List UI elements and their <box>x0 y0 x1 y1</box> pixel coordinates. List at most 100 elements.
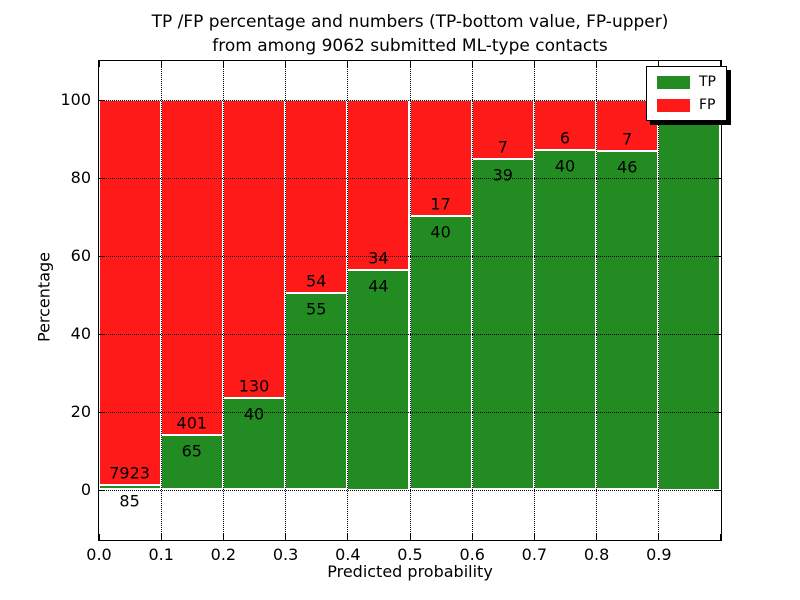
v-gridline <box>347 60 349 540</box>
bar-segment-tp <box>596 151 659 490</box>
y-tick-mark <box>714 255 721 257</box>
bar-segment-tp <box>285 292 348 490</box>
bar-segment-tp <box>471 158 534 490</box>
bar-segment-fp <box>98 99 161 486</box>
x-tick-mark <box>222 533 225 540</box>
fp-legend-swatch <box>657 98 690 112</box>
v-gridline <box>222 60 224 540</box>
y-tick-mark <box>98 333 105 335</box>
bar-segment-tp <box>160 435 223 490</box>
plot-area: 792385401651304054553444174073964074629 <box>97 59 722 541</box>
y-tick-mark <box>98 255 105 257</box>
y-tick-label: 0 <box>80 480 91 500</box>
legend-item-tp: TP <box>657 74 716 90</box>
chart-title-line1: TP /FP percentage and numbers (TP-bottom… <box>151 12 669 32</box>
v-gridline <box>160 60 162 540</box>
x-tick-mark <box>719 533 721 540</box>
fp-count-label: 7923 <box>109 463 150 483</box>
x-tick-label: 0.5 <box>397 545 423 564</box>
y-tick-mark <box>98 177 105 179</box>
x-tick-mark <box>222 60 225 67</box>
x-tick-label: 0.4 <box>335 545 361 564</box>
v-gridline <box>533 60 535 540</box>
bar-segment-fp <box>160 99 223 436</box>
x-tick-mark <box>533 533 536 540</box>
tp-count-label: 65 <box>181 441 202 461</box>
y-tick-mark <box>98 489 105 491</box>
x-tick-mark <box>596 533 598 540</box>
v-gridline <box>596 60 598 540</box>
v-gridline <box>409 60 411 540</box>
fp-count-label: 130 <box>238 376 270 396</box>
y-tick-mark <box>714 489 721 491</box>
x-tick-mark <box>98 60 100 67</box>
x-tick-label: 0.6 <box>459 545 485 564</box>
x-tick-mark <box>658 533 660 540</box>
chart-title: TP /FP percentage and numbers (TP-bottom… <box>10 11 800 59</box>
tp-count-label: 39 <box>492 165 513 185</box>
x-tick-mark <box>471 60 473 67</box>
fp-count-label: 6 <box>559 128 571 148</box>
bar-segment-tp <box>98 485 161 490</box>
x-tick-label: 0.3 <box>272 545 299 564</box>
x-tick-label: 0.1 <box>148 545 174 564</box>
v-gridline <box>471 60 473 540</box>
x-tick-label: 0.0 <box>86 545 112 564</box>
x-tick-mark <box>471 533 473 540</box>
y-tick-label: 60 <box>70 246 91 266</box>
x-tick-mark <box>596 60 598 67</box>
tp-count-label: 55 <box>306 299 327 319</box>
bar-segment-tp <box>533 150 597 490</box>
chart-title-line2: from among 9062 submitted ML-type contac… <box>212 35 608 56</box>
tp-count-label: 40 <box>243 404 265 424</box>
tp-legend-swatch <box>657 75 690 89</box>
x-tick-mark <box>98 533 100 540</box>
bar-segment-fp <box>471 99 534 159</box>
tp-legend-label: TP <box>699 74 716 90</box>
legend: TP FP <box>646 66 727 121</box>
tp-count-label: 40 <box>430 222 451 242</box>
bar-segment-tp <box>347 269 410 490</box>
y-tick-mark <box>714 177 721 179</box>
fp-legend-label: FP <box>699 97 716 113</box>
tp-count-label: 40 <box>554 156 576 176</box>
x-tick-mark <box>533 60 536 67</box>
y-tick-label: 40 <box>70 324 91 344</box>
fp-count-label: 7 <box>622 129 633 149</box>
y-tick-label: 20 <box>70 402 91 422</box>
x-tick-label: 0.9 <box>646 545 672 564</box>
fp-count-label: 54 <box>306 271 327 291</box>
y-tick-mark <box>98 411 105 413</box>
fp-count-label: 17 <box>430 194 451 214</box>
y-tick-label: 100 <box>60 90 91 110</box>
x-tick-label: 0.7 <box>521 545 548 564</box>
x-tick-mark <box>285 533 287 540</box>
y-tick-mark <box>714 333 721 335</box>
x-axis-label: Predicted probability <box>327 562 493 581</box>
v-gridline <box>285 60 287 540</box>
x-tick-label: 0.2 <box>210 545 237 564</box>
bar-segment-tp <box>658 99 721 490</box>
bar-segment-fp <box>285 99 348 293</box>
x-tick-mark <box>160 533 162 540</box>
y-tick-mark <box>714 411 721 413</box>
x-tick-mark <box>285 60 287 67</box>
y-tick-mark <box>98 99 105 101</box>
x-tick-mark <box>347 533 349 540</box>
y-tick-label: 80 <box>70 168 91 188</box>
fp-count-label: 401 <box>176 413 208 433</box>
x-tick-mark <box>719 60 721 67</box>
bar-segment-tp <box>409 215 472 490</box>
x-tick-mark <box>658 60 660 67</box>
bar-segment-fp <box>347 99 410 270</box>
x-tick-label: 0.8 <box>583 545 610 564</box>
legend-item-fp: FP <box>657 97 716 113</box>
x-tick-mark <box>409 533 411 540</box>
x-tick-mark <box>347 60 349 67</box>
tp-count-label: 85 <box>119 491 140 511</box>
v-gridline <box>658 60 660 540</box>
tp-count-label: 46 <box>617 157 638 177</box>
x-tick-mark <box>409 60 411 67</box>
fp-count-label: 7 <box>497 137 508 157</box>
